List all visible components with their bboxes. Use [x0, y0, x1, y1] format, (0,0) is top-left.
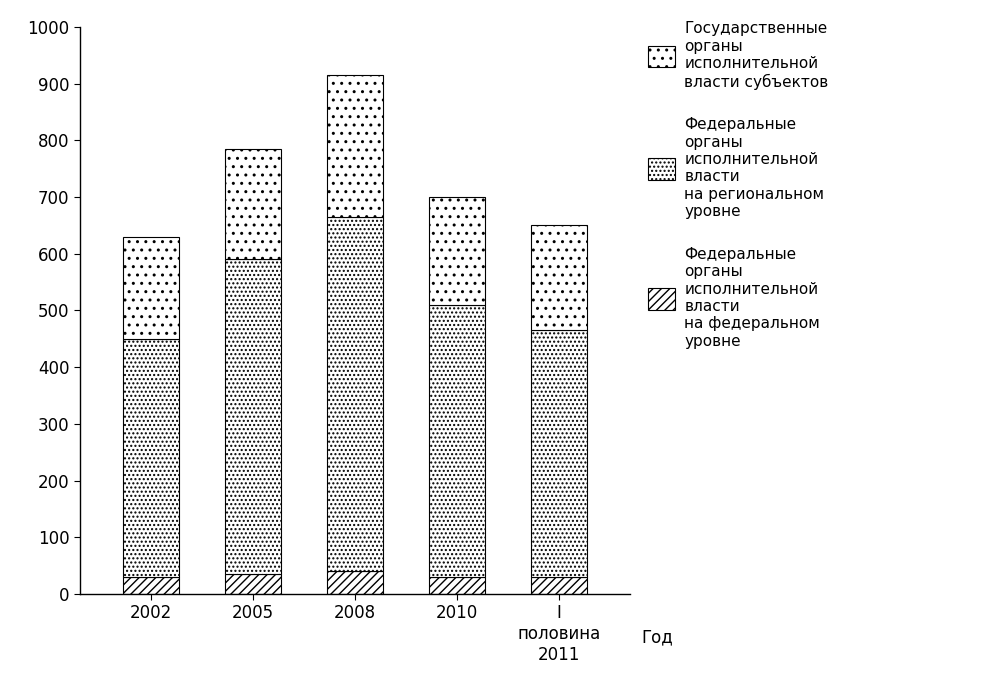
Bar: [429, 305, 485, 577]
Bar: [225, 149, 281, 259]
Bar: [327, 217, 383, 571]
Bar: [327, 75, 383, 217]
Bar: [531, 577, 587, 594]
Text: Год: Год: [641, 628, 673, 646]
Bar: [123, 577, 179, 594]
Bar: [531, 330, 587, 577]
Bar: [225, 574, 281, 594]
Legend: Государственные
органы
исполнительной
власти субъектов, Федеральные
органы
испол: Государственные органы исполнительной вл…: [648, 21, 829, 349]
Bar: [123, 237, 179, 339]
Bar: [327, 571, 383, 594]
Bar: [225, 259, 281, 574]
Bar: [123, 339, 179, 577]
Bar: [429, 197, 485, 305]
Bar: [429, 577, 485, 594]
Bar: [531, 225, 587, 330]
